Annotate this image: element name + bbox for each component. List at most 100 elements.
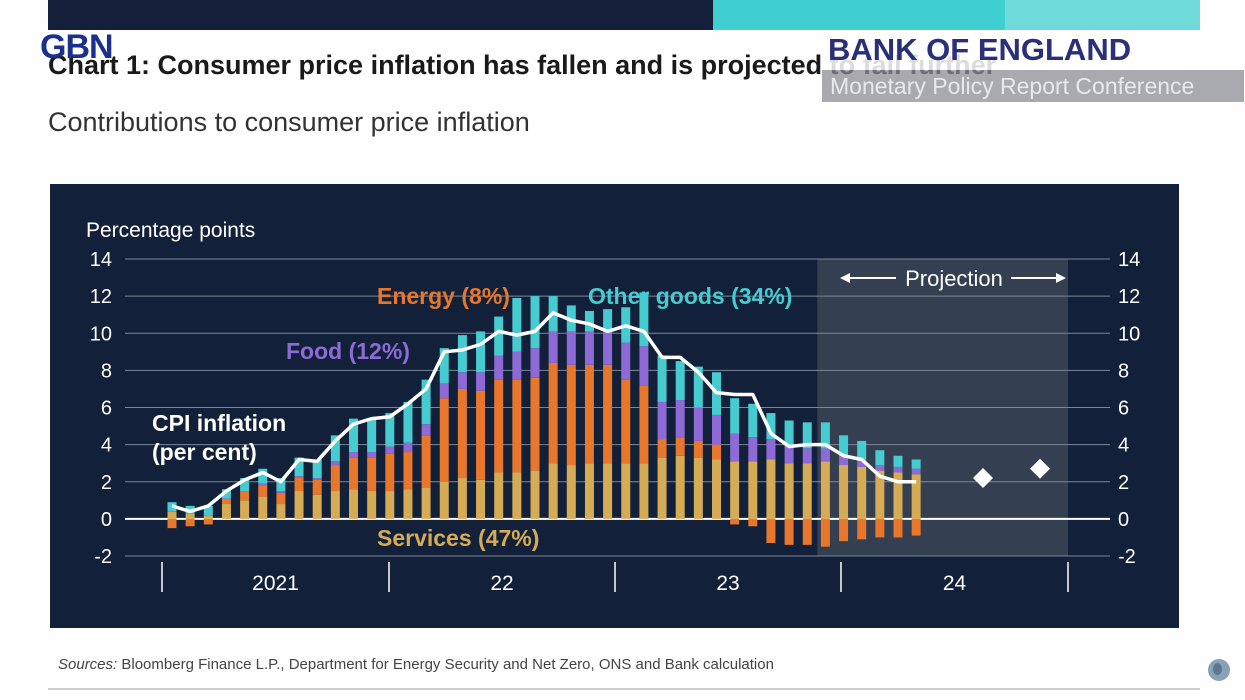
bar-segment-other-goods bbox=[240, 478, 250, 492]
bar-segment-food bbox=[839, 455, 849, 466]
bar-segment-other-goods bbox=[857, 440, 867, 460]
bar-segment-services bbox=[185, 513, 195, 519]
bar-segment-energy bbox=[730, 518, 740, 525]
bar-segment-services bbox=[639, 463, 649, 519]
bar-segment-food bbox=[276, 491, 286, 493]
bar-segment-energy bbox=[766, 518, 776, 544]
bar-segment-services bbox=[766, 459, 776, 519]
bar-segment-other-goods bbox=[221, 489, 231, 499]
bar-segment-food bbox=[294, 476, 304, 479]
bar-segment-other-goods bbox=[367, 418, 377, 453]
bar-segment-energy bbox=[839, 518, 849, 542]
bar-segment-food bbox=[494, 355, 504, 380]
broadcast-top-bar-accent-light bbox=[1005, 0, 1200, 30]
bar-segment-food bbox=[457, 372, 467, 389]
y-axis-label: Percentage points bbox=[86, 219, 255, 242]
bar-segment-energy bbox=[748, 518, 758, 527]
bar-segment-food bbox=[730, 433, 740, 462]
y-tick-label-right: 10 bbox=[1118, 323, 1140, 345]
y-tick-label-left: 14 bbox=[90, 249, 112, 271]
bar-segment-other-goods bbox=[312, 459, 322, 479]
bar-segment-other-goods bbox=[911, 459, 921, 469]
y-tick-label-right: 0 bbox=[1118, 509, 1129, 531]
y-tick-label-right: 14 bbox=[1118, 249, 1140, 271]
bar-segment-other-goods bbox=[294, 457, 304, 477]
bar-segment-energy bbox=[294, 478, 304, 492]
y-tick-label-right: -2 bbox=[1118, 546, 1136, 568]
bar-segment-energy bbox=[693, 440, 703, 458]
bar-segment-food bbox=[784, 446, 794, 464]
projection-point bbox=[973, 468, 993, 489]
bar-segment-other-goods bbox=[258, 468, 268, 484]
bar-segment-services bbox=[820, 461, 830, 519]
bar-segment-energy bbox=[439, 398, 449, 482]
y-tick-label-left: -2 bbox=[94, 546, 112, 568]
bar-segment-food bbox=[439, 383, 449, 399]
bar-segment-services bbox=[421, 487, 431, 519]
bar-segment-services bbox=[603, 463, 613, 519]
bar-segment-food bbox=[258, 483, 268, 486]
sources-text: Bloomberg Finance L.P., Department for E… bbox=[121, 656, 774, 673]
bar-segment-other-goods bbox=[185, 505, 195, 514]
bar-segment-food bbox=[349, 452, 358, 458]
bar-segment-services bbox=[839, 465, 849, 519]
bar-segment-services bbox=[457, 478, 467, 519]
org-name: BANK OF ENGLAND bbox=[822, 30, 1183, 70]
bar-segment-energy bbox=[584, 364, 594, 464]
bar-segment-food bbox=[766, 439, 776, 460]
bar-segment-energy bbox=[820, 518, 830, 547]
bar-segment-other-goods bbox=[530, 296, 540, 349]
y-tick-label-right: 6 bbox=[1118, 398, 1129, 420]
bar-segment-food bbox=[639, 346, 649, 386]
bar-segment-food bbox=[203, 515, 213, 516]
bar-segment-food bbox=[240, 491, 250, 492]
bar-segment-energy bbox=[657, 439, 667, 458]
chart-subtitle: Contributions to consumer price inflatio… bbox=[48, 107, 530, 137]
bar-segment-services bbox=[730, 461, 740, 519]
bar-segment-food bbox=[584, 331, 594, 365]
bar-segment-services bbox=[403, 489, 413, 519]
bar-segment-energy bbox=[494, 379, 504, 473]
bar-segment-services bbox=[167, 511, 177, 519]
bar-segment-energy bbox=[893, 518, 903, 538]
sources-note: Sources: Bloomberg Finance L.P., Departm… bbox=[58, 656, 774, 673]
bar-segment-food bbox=[820, 448, 830, 462]
bar-segment-food bbox=[857, 459, 867, 467]
bar-segment-other-goods bbox=[584, 310, 594, 332]
bar-segment-other-goods bbox=[476, 331, 486, 373]
series-label-energy: Energy (8%) bbox=[377, 283, 510, 309]
x-axis-group-label: 2021 bbox=[252, 572, 299, 595]
bar-segment-energy bbox=[802, 518, 812, 545]
channel-logo: GBN bbox=[40, 28, 114, 67]
bar-segment-services bbox=[330, 491, 340, 519]
bar-segment-services bbox=[476, 479, 486, 519]
bar-segment-services bbox=[784, 463, 794, 519]
bar-segment-services bbox=[530, 470, 540, 519]
bar-segment-other-goods bbox=[276, 478, 286, 492]
y-tick-label-right: 8 bbox=[1118, 360, 1129, 382]
bar-segment-energy bbox=[530, 377, 540, 471]
bar-segment-food bbox=[512, 351, 522, 380]
bar-segment-food bbox=[367, 452, 377, 458]
bar-segment-services bbox=[276, 504, 286, 519]
x-axis-group-label: 24 bbox=[943, 572, 967, 595]
bar-segment-food bbox=[421, 424, 431, 436]
bar-segment-services bbox=[911, 474, 921, 519]
bar-segment-energy bbox=[639, 385, 649, 464]
bar-segment-other-goods bbox=[457, 335, 467, 373]
bar-segment-energy bbox=[276, 492, 286, 505]
cpi-inflation-line bbox=[171, 311, 917, 514]
y-tick-label-right: 4 bbox=[1118, 435, 1129, 457]
bar-segment-food bbox=[185, 513, 195, 514]
bar-segment-energy bbox=[457, 388, 467, 479]
bar-segment-services bbox=[439, 481, 449, 519]
x-axis-group-label: 22 bbox=[490, 572, 513, 595]
series-label-food: Food (12%) bbox=[286, 338, 410, 364]
bar-segment-food bbox=[675, 400, 685, 438]
sources-label: Sources: bbox=[58, 656, 118, 673]
bar-segment-food bbox=[802, 448, 812, 464]
bar-segment-food bbox=[548, 331, 558, 363]
bottom-rule bbox=[48, 688, 1200, 690]
bar-segment-food bbox=[875, 465, 885, 471]
bar-segment-energy bbox=[312, 479, 322, 495]
